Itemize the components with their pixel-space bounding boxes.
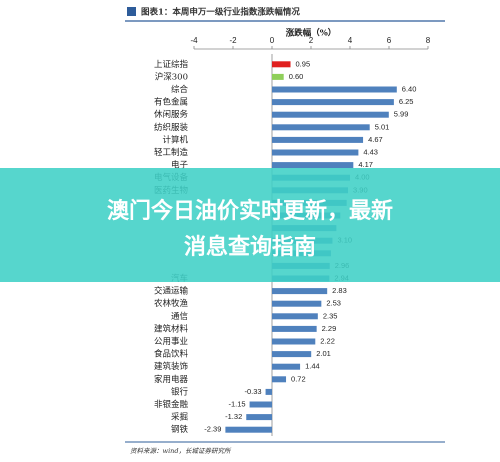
bar bbox=[272, 73, 284, 80]
x-tick-label: 4 bbox=[348, 36, 353, 45]
y-tick-label: 采掘 bbox=[171, 412, 188, 423]
y-tick-label: 计算机 bbox=[162, 134, 188, 145]
bar bbox=[272, 136, 364, 143]
axis-label: 涨跌幅（%） bbox=[286, 28, 337, 39]
value-label: -2.39 bbox=[204, 425, 221, 434]
bar bbox=[272, 162, 354, 169]
y-tick-label: 食品饮料 bbox=[154, 349, 189, 360]
value-label: 2.53 bbox=[326, 299, 341, 308]
value-label: 6.40 bbox=[402, 84, 417, 93]
bar bbox=[265, 388, 272, 395]
y-tick-label: 综合 bbox=[171, 84, 189, 95]
bar bbox=[272, 149, 359, 156]
bar bbox=[272, 351, 312, 358]
bar bbox=[225, 426, 272, 433]
value-label: 1.44 bbox=[305, 362, 320, 371]
y-tick-label: 纺织服装 bbox=[154, 122, 189, 133]
y-tick-label: 非银金融 bbox=[154, 399, 189, 410]
bar bbox=[272, 86, 397, 93]
value-label: -1.32 bbox=[225, 412, 242, 421]
bar bbox=[272, 288, 328, 295]
title-icon bbox=[127, 7, 136, 16]
value-label: 0.60 bbox=[289, 72, 304, 81]
y-tick-label: 家用电器 bbox=[154, 374, 189, 385]
bar bbox=[272, 313, 318, 320]
y-tick-label: 轻工制造 bbox=[154, 147, 189, 158]
overlay-text: 澳门今日油价实时更新，最新 bbox=[107, 198, 393, 224]
y-tick-label: 农林牧渔 bbox=[154, 298, 189, 309]
overlay-banner bbox=[0, 168, 500, 282]
x-tick-label: 0 bbox=[270, 36, 275, 45]
bar bbox=[272, 325, 317, 332]
value-label: 2.35 bbox=[323, 311, 338, 320]
y-tick-label: 沪深300 bbox=[155, 71, 188, 82]
x-tick-label: 8 bbox=[426, 36, 431, 45]
value-label: 5.01 bbox=[375, 122, 390, 131]
bar bbox=[249, 401, 272, 408]
value-label: 4.67 bbox=[368, 135, 383, 144]
value-label: 2.29 bbox=[322, 324, 337, 333]
bar bbox=[272, 300, 322, 307]
x-tick-label: 2 bbox=[309, 36, 314, 45]
y-tick-label: 电子 bbox=[171, 160, 189, 171]
bar bbox=[272, 363, 301, 370]
value-label: 4.17 bbox=[358, 160, 373, 169]
x-tick-label: -4 bbox=[190, 36, 198, 45]
y-tick-label: 交通运输 bbox=[154, 286, 189, 297]
value-label: -1.15 bbox=[228, 399, 245, 408]
x-tick-label: -2 bbox=[229, 36, 237, 45]
bar bbox=[272, 376, 287, 383]
chart-title: 图表1：本周申万一级行业指数涨跌幅情况 bbox=[141, 7, 300, 18]
value-label: 5.99 bbox=[394, 110, 409, 119]
value-label: 0.95 bbox=[296, 59, 311, 68]
value-label: 0.72 bbox=[291, 374, 306, 383]
bar bbox=[272, 61, 291, 68]
value-label: 2.83 bbox=[332, 286, 347, 295]
bar bbox=[272, 124, 370, 131]
source-note: 资料来源：wind，长城证券研究所 bbox=[130, 447, 232, 455]
value-label: -0.33 bbox=[244, 387, 261, 396]
bar bbox=[272, 99, 394, 106]
bar bbox=[272, 338, 316, 345]
y-tick-label: 钢铁 bbox=[171, 424, 189, 435]
value-label: 2.01 bbox=[316, 349, 331, 358]
y-tick-label: 上证综指 bbox=[154, 59, 189, 70]
value-label: 4.43 bbox=[363, 147, 378, 156]
bar bbox=[272, 111, 389, 118]
y-tick-label: 建筑装饰 bbox=[154, 361, 189, 372]
overlay-text: 消息查询指南 bbox=[184, 234, 316, 260]
bar bbox=[246, 414, 272, 421]
value-label: 6.25 bbox=[399, 97, 414, 106]
y-tick-label: 有色金属 bbox=[154, 97, 188, 108]
y-tick-label: 银行 bbox=[171, 386, 189, 397]
y-tick-label: 休闲服务 bbox=[154, 109, 189, 120]
x-tick-label: 6 bbox=[387, 36, 392, 45]
y-tick-label: 公用事业 bbox=[154, 336, 188, 347]
y-tick-label: 建筑材料 bbox=[154, 323, 189, 334]
y-tick-label: 通信 bbox=[171, 311, 189, 322]
value-label: 2.22 bbox=[320, 336, 335, 345]
